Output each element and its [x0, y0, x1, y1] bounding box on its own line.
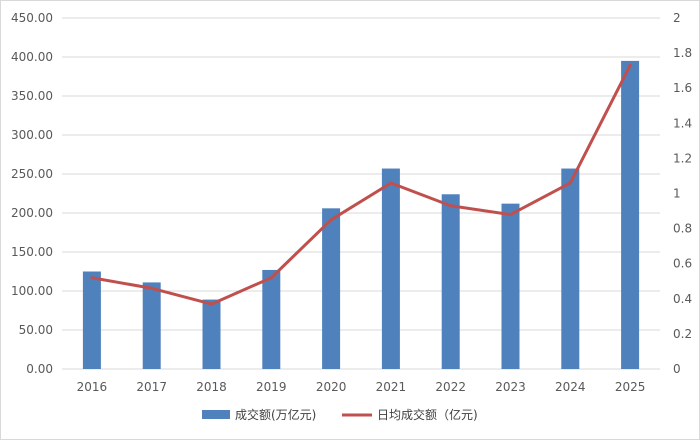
x-tick-label: 2020: [316, 380, 347, 394]
bar: [202, 299, 221, 369]
bar: [262, 269, 281, 369]
bar: [501, 203, 520, 369]
x-tick-label: 2023: [495, 380, 526, 394]
legend-line-label: 日均成交额（亿元): [377, 407, 478, 422]
legend-bar-swatch: [202, 410, 230, 419]
line-point: [210, 302, 213, 306]
bar: [142, 282, 161, 369]
bar: [621, 60, 640, 370]
y-axis-left: 0.00 50.00 100.00 150.00 200.00 250.00 300.00 3…: [11, 11, 53, 376]
x-tick-label: 2022: [435, 380, 466, 394]
y-right-tick-label: 1.2: [673, 151, 692, 165]
y-left-tick-label: 350.00: [11, 89, 53, 103]
y-left-tick-label: 450.00: [11, 11, 53, 25]
line-point: [90, 276, 94, 280]
bar: [322, 208, 341, 369]
y-right-tick-label: 0.4: [673, 292, 692, 306]
y-axis-right: 0 0.2 0.4 0.6 0.8 1 1.2 1.4 1.6 1.8 2: [673, 11, 692, 376]
y-right-tick-label: 0: [673, 362, 681, 376]
line-path: [90, 63, 632, 306]
bar: [381, 168, 400, 369]
bar: [82, 271, 101, 369]
y-right-tick-label: 0.6: [673, 257, 692, 271]
y-left-tick-label: 200.00: [11, 206, 53, 220]
x-tick-label: 2021: [376, 380, 407, 394]
y-left-tick-label: 0.00: [26, 362, 53, 376]
line-series: [90, 63, 632, 306]
bar: [441, 194, 460, 369]
y-left-tick-label: 400.00: [11, 50, 53, 64]
line-point: [269, 276, 273, 280]
bar: [561, 168, 580, 369]
y-right-tick-label: 1.8: [673, 46, 692, 60]
x-tick-label: 2017: [136, 380, 167, 394]
x-tick-label: 2016: [77, 380, 108, 394]
line-point: [150, 286, 154, 290]
legend-bar-label: 成交额(万亿元): [235, 407, 316, 422]
x-tick-label: 2018: [196, 380, 227, 394]
x-axis: 2016 2017 2018 2019 2020 2021 2022 2023 2024 2025: [77, 380, 646, 394]
y-left-tick-label: 300.00: [11, 128, 53, 142]
y-left-tick-label: 100.00: [11, 284, 53, 298]
line-point: [509, 213, 512, 217]
line-point: [389, 181, 393, 185]
y-right-tick-label: 0.2: [673, 327, 692, 341]
y-right-tick-label: 1: [673, 187, 681, 201]
line-point: [628, 63, 632, 67]
line-point: [449, 204, 453, 208]
gridlines: [62, 17, 660, 370]
line-point: [568, 181, 572, 185]
x-tick-label: 2019: [256, 380, 287, 394]
x-tick-label: 2024: [555, 380, 586, 394]
y-right-tick-label: 0.8: [673, 222, 692, 236]
y-left-tick-label: 250.00: [11, 167, 53, 181]
y-left-tick-label: 150.00: [11, 245, 53, 259]
y-left-tick-label: 50.00: [19, 323, 53, 337]
x-tick-label: 2025: [615, 380, 646, 394]
y-right-tick-label: 2: [673, 11, 681, 25]
y-right-tick-label: 1.4: [673, 116, 692, 130]
line-point: [329, 218, 333, 222]
bar-series: [82, 60, 640, 370]
y-right-tick-label: 1.6: [673, 81, 692, 95]
legend: 成交额(万亿元) 日均成交额（亿元): [202, 407, 478, 422]
